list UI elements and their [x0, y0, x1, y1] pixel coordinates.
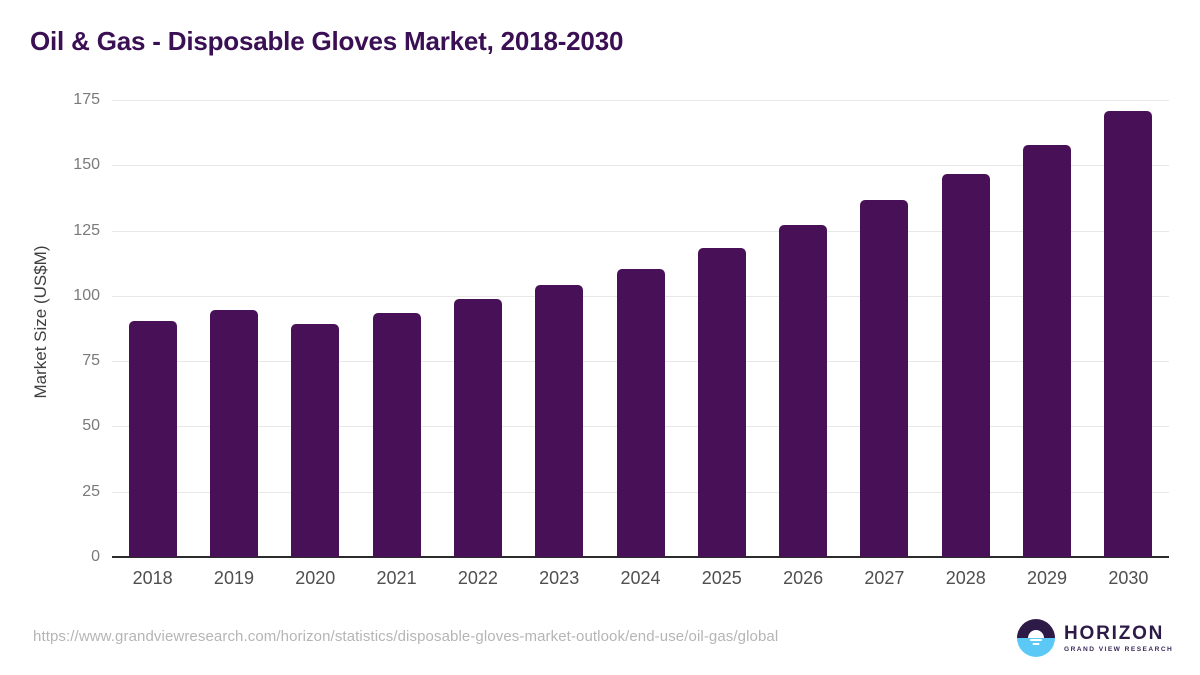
x-axis-tick-label: 2027 [864, 568, 905, 588]
bar-2026 [779, 225, 828, 557]
sun-reflection-line [1032, 642, 1040, 645]
x-axis-tick-label: 2022 [457, 568, 498, 588]
gridline [112, 230, 1169, 232]
bar-2022 [453, 298, 502, 557]
y-axis-title: Market Size (US$M) [31, 245, 50, 399]
bar-2019 [209, 309, 258, 557]
bar-2023 [535, 284, 584, 557]
source-url: https://www.grandviewresearch.com/horizo… [33, 628, 779, 645]
y-axis-tick-label: 150 [73, 156, 100, 174]
x-axis-tick-label: 2025 [701, 568, 742, 588]
sun-reflection-line [1030, 639, 1042, 642]
x-axis-tick-label: 2030 [1108, 568, 1149, 588]
x-axis-tick-label: 2024 [620, 568, 661, 588]
y-axis-tick-label: 0 [91, 548, 100, 565]
x-axis-tick-label: 2020 [295, 568, 336, 588]
y-axis-tick-label: 75 [82, 352, 100, 370]
horizon-logo: HORIZON GRAND VIEW RESEARCH [1017, 619, 1173, 657]
x-axis-tick-label: 2028 [945, 568, 986, 588]
bar-2025 [697, 248, 746, 557]
horizon-sun-icon [1017, 619, 1055, 657]
y-axis-tick-label: 25 [82, 482, 100, 500]
x-axis-tick-label: 2021 [376, 568, 417, 588]
bar-2029 [1023, 144, 1072, 557]
bar-2021 [372, 313, 421, 557]
bar-2020 [291, 324, 340, 557]
bar-2028 [941, 173, 990, 557]
bar-2030 [1104, 111, 1153, 557]
x-axis-line [112, 556, 1169, 558]
logo-text: HORIZON GRAND VIEW RESEARCH [1064, 624, 1173, 653]
x-axis-tick-label: 2026 [783, 568, 824, 588]
y-axis-tick-label: 100 [73, 286, 100, 304]
gridline [112, 165, 1169, 167]
plot-area: 0 25 50 75 100 125 150 175 2018 2019 2020 2021 2022 2… [73, 92, 1169, 588]
x-axis-tick-label: 2023 [539, 568, 580, 588]
bar-2018 [128, 320, 177, 557]
bar-2027 [860, 200, 909, 557]
y-axis-tick-label: 50 [82, 417, 100, 435]
gridline [112, 100, 1169, 101]
y-axis-tick-label: 175 [73, 91, 100, 108]
logo-brand-name: HORIZON [1064, 622, 1165, 644]
bar-2024 [616, 268, 665, 557]
x-axis-tick-label: 2018 [132, 568, 173, 588]
chart-title: Oil & Gas - Disposable Gloves Market, 20… [30, 26, 624, 56]
x-axis-tick-label: 2019 [213, 568, 254, 588]
y-axis-tick-label: 125 [73, 221, 100, 239]
logo-subtitle: GRAND VIEW RESEARCH [1064, 645, 1174, 653]
sun-shape [1028, 630, 1044, 638]
x-axis-tick-label: 2029 [1027, 568, 1068, 588]
